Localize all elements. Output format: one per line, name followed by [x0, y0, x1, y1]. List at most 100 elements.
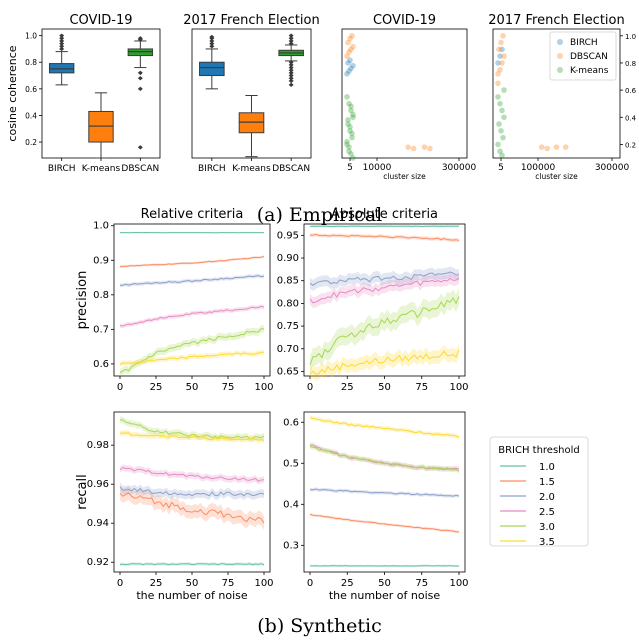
scatter-point-k-means: [498, 128, 504, 134]
scatter-point-birch: [345, 60, 351, 66]
chart-panels: COVID-19 0.2 0.4 0.6 0.8 1.0 cosine coherence B…: [6, 13, 637, 602]
y-tick-label: 0.96: [87, 479, 109, 490]
outlier-point: [209, 34, 215, 40]
scatter-point-k-means: [350, 155, 356, 161]
scatter-point-k-means: [501, 87, 507, 93]
scatter-point-birch: [499, 46, 505, 53]
y-tick-label: 0.4: [283, 499, 299, 510]
y-tick-label: 1.0: [625, 33, 636, 41]
y-tick-label: 0.8: [93, 290, 109, 301]
outlier-point: [288, 33, 294, 38]
x-tick-label: 100: [254, 382, 273, 393]
x-tick-label: 50: [186, 578, 199, 589]
series-line-2.0: [119, 486, 265, 497]
y-axis-label: recall: [75, 474, 90, 509]
x-tick-label: 75: [222, 578, 235, 589]
legend-label: 2.5: [539, 507, 555, 518]
x-tick-label: 0: [117, 382, 123, 393]
scatter-point-dbscan: [405, 144, 411, 150]
scatter-point-k-means: [499, 152, 505, 159]
scatter-point-dbscan: [501, 53, 507, 59]
series-line-3.0: [309, 446, 460, 472]
box-birch: [199, 61, 225, 77]
scatter-point-k-means: [349, 134, 355, 141]
scatter-point-birch: [350, 62, 356, 69]
y-tick-label: 0.85: [277, 276, 299, 287]
series-line-1.5: [309, 513, 460, 533]
chart-title: Absolute criteria: [331, 207, 438, 222]
outlier-point: [59, 44, 65, 49]
x-tick-label: 75: [415, 382, 428, 393]
x-tick-label: 100: [449, 578, 468, 589]
y-tick-label: 0.94: [87, 518, 109, 529]
y-axis-label: precision: [75, 271, 90, 330]
x-tick-label: 50: [378, 382, 391, 393]
outlier-point: [288, 38, 294, 44]
series-line-3.5: [119, 351, 265, 365]
outlier-point: [209, 38, 215, 44]
x-tick-label: 300000: [442, 163, 477, 173]
series-band-3.0: [310, 287, 459, 375]
caption-synthetic: (b) Synthetic: [257, 615, 381, 637]
scatter-point-birch: [346, 68, 352, 74]
chart-title: COVID-19: [69, 13, 132, 28]
scatter-point-dbscan: [538, 144, 545, 150]
x-axis-label: the number of noise: [329, 589, 441, 602]
scatter-point-dbscan: [427, 145, 433, 152]
x-tick-label: 0: [307, 578, 313, 589]
x-tick-label: 100: [254, 578, 273, 589]
series-band-3.0: [120, 416, 264, 443]
x-axis-label: cluster size: [535, 172, 578, 181]
series-line-2.5: [119, 305, 265, 327]
outlier-point: [288, 73, 294, 78]
chart-title: Relative criteria: [141, 207, 244, 222]
outlier-point: [288, 82, 294, 88]
outlier-point: [288, 68, 294, 73]
legend-label: BIRCH: [570, 38, 598, 48]
series-line-2.0: [309, 271, 460, 286]
box-k-means: [88, 110, 114, 143]
scatter-point-k-means: [345, 117, 351, 123]
outlier-point: [288, 65, 294, 70]
series-line-1.0: [119, 563, 265, 566]
y-tick-label: 0.6: [625, 87, 637, 95]
scatter-point-k-means: [344, 94, 350, 100]
y-tick-label: 0.75: [277, 321, 299, 332]
series-line-3.5: [309, 416, 460, 438]
scatter-point-k-means: [495, 141, 501, 148]
chart-title: 2017 French Election: [488, 13, 624, 28]
outlier-point: [288, 36, 294, 41]
x-tick-label: 5: [498, 163, 504, 173]
birch-threshold-legend: BRICH threshold 1.0 1.5 2.0 2.5 3.0 3.5: [489, 436, 589, 548]
scatter-point-k-means: [344, 138, 350, 145]
x-tick-label: 25: [341, 578, 354, 589]
y-tick-label: 0.92: [87, 557, 109, 568]
y-tick-label: 1.0: [25, 32, 37, 41]
chart-title: COVID-19: [373, 13, 436, 28]
series-band-2.5: [120, 304, 264, 329]
scatter-point-dbscan: [497, 66, 503, 73]
legend-label: K-means: [570, 66, 609, 76]
y-tick-label: 0.70: [277, 344, 299, 355]
outlier-point: [59, 33, 65, 38]
outlier-point: [288, 76, 294, 81]
x-tick-label: 5: [347, 163, 353, 173]
outlier-point: [288, 41, 294, 46]
scatter-point-k-means: [347, 123, 353, 130]
series-band-2.0: [120, 273, 264, 288]
scatter-point-k-means: [499, 107, 505, 114]
series-band-1.5: [120, 255, 264, 268]
outlier-point: [288, 78, 294, 84]
series-line-2.5: [119, 467, 265, 482]
x-tick-label: 25: [150, 382, 163, 393]
chart-title: 2017 French Election: [183, 13, 319, 28]
x-axis-label: cluster size: [383, 172, 426, 181]
scatter-point-dbscan: [421, 144, 428, 150]
series-line-3.5: [309, 349, 460, 375]
series-band-1.5: [120, 486, 264, 530]
scatter-point-k-means: [497, 100, 503, 107]
x-tick-label: 25: [150, 578, 163, 589]
scatter-point-k-means: [501, 114, 507, 121]
series-line-1.5: [119, 492, 265, 524]
